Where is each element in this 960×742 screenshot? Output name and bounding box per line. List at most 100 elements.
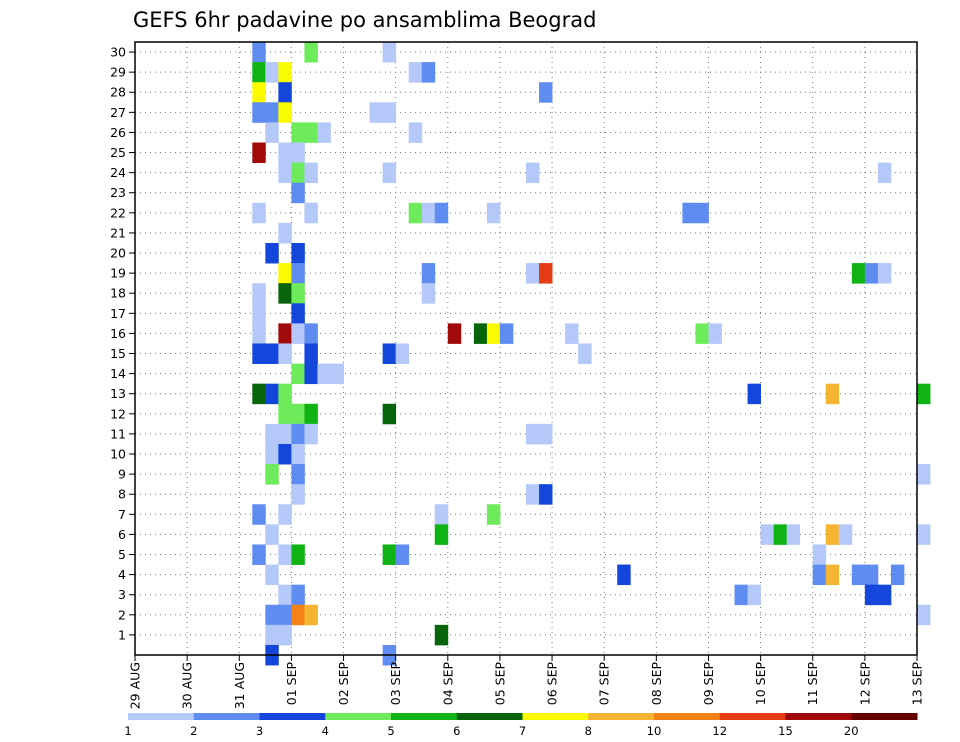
precip-cell bbox=[278, 624, 292, 646]
precip-cell bbox=[278, 323, 292, 344]
precip-cell bbox=[291, 484, 305, 505]
precip-cell bbox=[825, 524, 840, 545]
colorbar-label: 7 bbox=[519, 724, 526, 738]
colorbar-label: 3 bbox=[256, 724, 263, 738]
precip-cell bbox=[760, 524, 775, 545]
y-tick-label: 19 bbox=[110, 266, 126, 281]
x-tick-label: 05 SEP bbox=[492, 662, 507, 706]
x-tick-label: 13 SEP bbox=[910, 662, 925, 706]
colorbar-label: 8 bbox=[585, 724, 592, 738]
precip-cell bbox=[408, 122, 423, 143]
colorbar-segment bbox=[391, 713, 458, 720]
y-tick-label: 27 bbox=[110, 105, 126, 120]
precip-cell bbox=[486, 202, 501, 224]
y-tick-label: 11 bbox=[110, 426, 126, 441]
precip-cell bbox=[304, 162, 318, 184]
precip-cell bbox=[473, 323, 488, 344]
precip-cell bbox=[838, 524, 853, 545]
precip-cell bbox=[695, 323, 709, 344]
precip-cell bbox=[304, 122, 318, 143]
x-axis-ticks: 29 AUG 30 AUG 31 AUG 01 SEP 02 SEP 03 SEP 04 S… bbox=[128, 655, 925, 709]
precip-cell bbox=[278, 283, 292, 304]
colorbar-segment bbox=[851, 713, 918, 720]
precip-cell bbox=[291, 242, 305, 264]
precip-cell bbox=[682, 202, 696, 224]
precip-cell bbox=[278, 102, 292, 123]
y-tick-label: 16 bbox=[110, 326, 126, 341]
y-tick-label: 12 bbox=[110, 406, 126, 421]
colorbar-label: 2 bbox=[190, 724, 197, 738]
y-tick-label: 29 bbox=[110, 65, 126, 80]
x-tick-label: 04 SEP bbox=[440, 662, 455, 706]
precip-cell bbox=[917, 464, 931, 485]
precip-cell bbox=[825, 564, 840, 586]
precip-cell bbox=[291, 544, 305, 565]
precip-cell bbox=[917, 524, 931, 545]
x-tick-label: 12 SEP bbox=[857, 662, 872, 706]
y-tick-label: 5 bbox=[118, 547, 126, 562]
precip-cell bbox=[317, 122, 331, 143]
precip-cell bbox=[291, 604, 305, 626]
precip-cell bbox=[917, 383, 931, 405]
precip-cell bbox=[291, 464, 305, 485]
y-tick-label: 8 bbox=[118, 487, 126, 502]
colorbar: 1 2 3 4 5 6 7 8 10 12 15 20 bbox=[124, 713, 918, 738]
colorbar-segment bbox=[325, 713, 392, 720]
precip-cell bbox=[291, 182, 305, 204]
precip-cell bbox=[252, 202, 266, 224]
y-tick-label: 7 bbox=[118, 507, 126, 522]
y-tick-label: 13 bbox=[110, 386, 126, 401]
y-tick-label: 23 bbox=[110, 185, 126, 200]
precip-cell bbox=[291, 323, 305, 344]
precip-cell bbox=[252, 102, 266, 123]
precip-cell bbox=[265, 624, 279, 646]
y-tick-label: 15 bbox=[110, 346, 126, 361]
precip-cell bbox=[252, 62, 266, 83]
precip-cell bbox=[382, 544, 397, 565]
colorbar-segment bbox=[456, 713, 523, 720]
precip-cell bbox=[434, 524, 449, 545]
precip-cell bbox=[291, 363, 305, 385]
precip-cell bbox=[539, 423, 553, 445]
precip-cell bbox=[486, 323, 501, 344]
y-tick-label: 9 bbox=[118, 467, 126, 482]
precipitation-cells bbox=[252, 42, 931, 666]
y-tick-label: 28 bbox=[110, 85, 126, 100]
precip-cell bbox=[291, 263, 305, 284]
precip-cell bbox=[265, 122, 279, 143]
x-tick-label: 02 SEP bbox=[336, 662, 351, 706]
precip-cell bbox=[695, 202, 709, 224]
precip-cell bbox=[565, 323, 579, 344]
precip-cell bbox=[278, 82, 292, 103]
precip-cell bbox=[369, 102, 384, 123]
precip-cell bbox=[421, 62, 436, 83]
colorbar-segment bbox=[522, 713, 589, 720]
precip-cell bbox=[773, 524, 788, 545]
precip-cell bbox=[382, 42, 397, 63]
precip-cell bbox=[708, 323, 722, 344]
precip-cell bbox=[421, 202, 436, 224]
y-tick-label: 3 bbox=[118, 587, 126, 602]
precip-cell bbox=[291, 443, 305, 465]
precip-cell bbox=[291, 162, 305, 184]
y-tick-label: 26 bbox=[110, 125, 126, 140]
colorbar-segment bbox=[719, 713, 786, 720]
precip-cell bbox=[278, 383, 292, 405]
x-tick-label: 11 SEP bbox=[805, 662, 820, 706]
colorbar-label: 1 bbox=[124, 724, 131, 738]
y-tick-label: 14 bbox=[110, 366, 126, 381]
y-axis-ticks: 1234567891011121314151617181920212223242… bbox=[110, 45, 135, 642]
colorbar-label: 20 bbox=[844, 724, 859, 738]
precip-cell bbox=[265, 102, 279, 123]
precip-cell bbox=[526, 263, 540, 284]
precip-cell bbox=[864, 584, 879, 606]
precip-cell bbox=[278, 584, 292, 606]
x-tick-label: 07 SEP bbox=[597, 662, 612, 706]
precip-cell bbox=[304, 403, 318, 425]
precip-cell bbox=[291, 303, 305, 324]
y-tick-label: 10 bbox=[110, 447, 126, 462]
y-tick-label: 1 bbox=[118, 627, 126, 642]
precip-cell bbox=[395, 544, 410, 565]
x-tick-label: 10 SEP bbox=[753, 662, 768, 706]
